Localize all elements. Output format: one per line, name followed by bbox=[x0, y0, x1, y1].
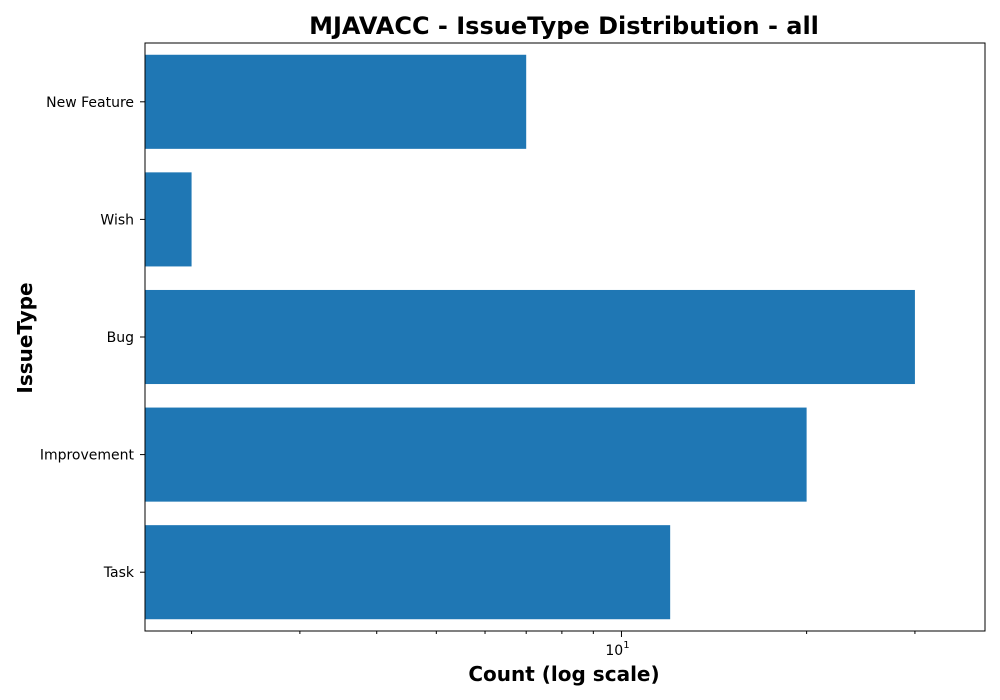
x-axis-label: Count (log scale) bbox=[468, 662, 659, 686]
bar-task bbox=[145, 525, 671, 620]
y-axis-label: IssueType bbox=[13, 282, 37, 393]
y-tick-label: New Feature bbox=[46, 95, 134, 111]
chart-title: MJAVACC - IssueType Distribution - all bbox=[309, 12, 819, 40]
bar-improvement bbox=[145, 407, 807, 502]
x-tick-label: 101 bbox=[605, 640, 629, 659]
y-tick-label: Task bbox=[103, 565, 135, 581]
y-tick-label: Improvement bbox=[40, 448, 135, 464]
bar-new-feature bbox=[145, 54, 527, 149]
y-tick-label: Bug bbox=[107, 330, 134, 346]
plot-area: New Feature Wish Bug Improvement Task 101 bbox=[40, 42, 986, 659]
plot-frame bbox=[144, 42, 986, 632]
x-tick-base: 10 bbox=[605, 643, 623, 659]
y-tick-label: Wish bbox=[100, 212, 134, 228]
bar-bug bbox=[145, 289, 915, 385]
x-tick-exponent: 1 bbox=[623, 640, 629, 651]
bar-wish bbox=[145, 172, 192, 267]
